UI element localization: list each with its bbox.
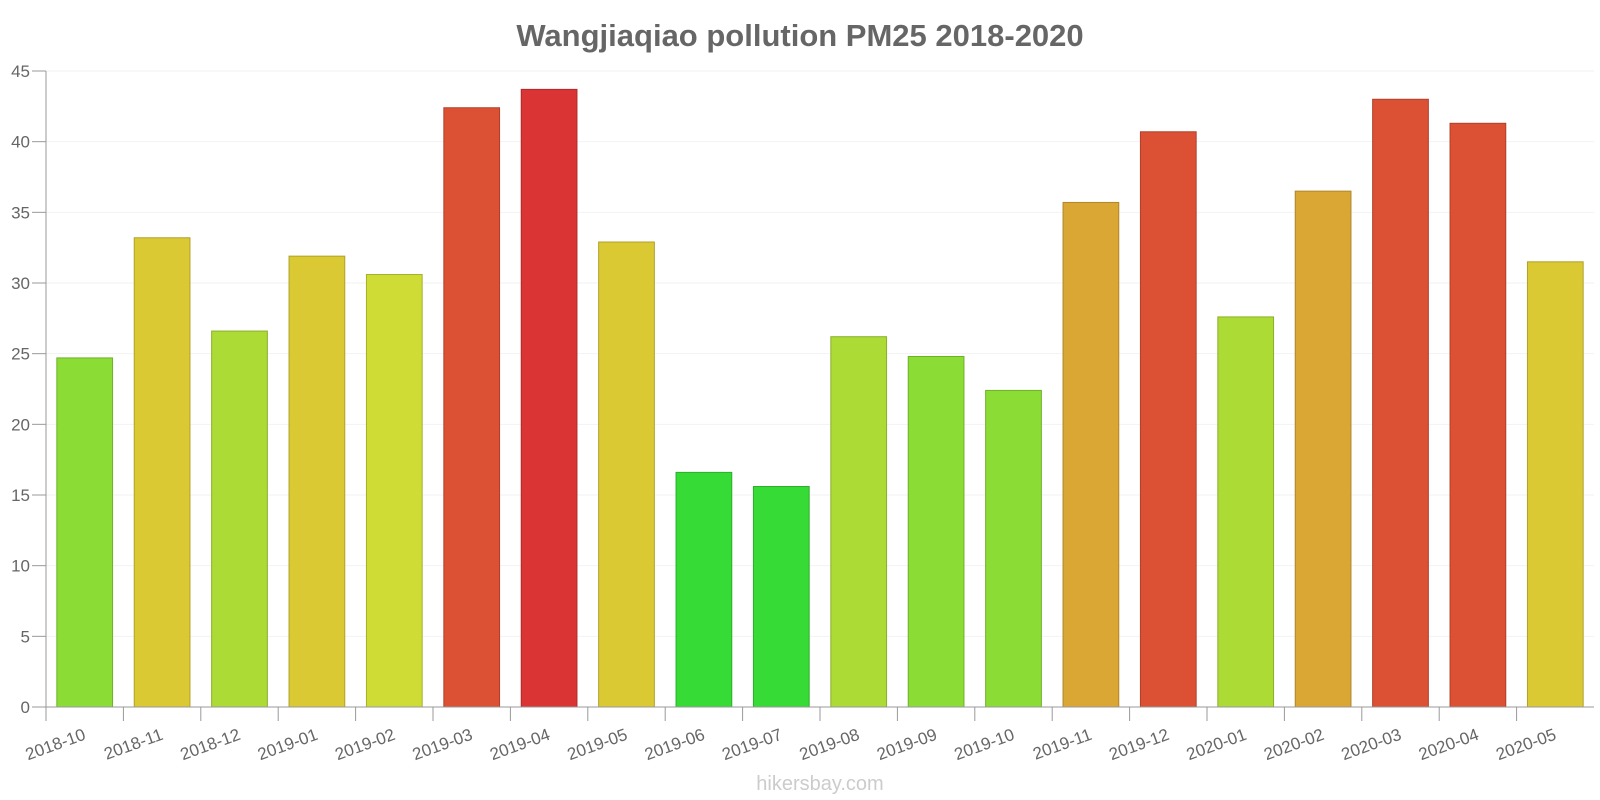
y-tick-label-10: 10 — [11, 557, 30, 576]
watermark: hikersbay.com — [756, 773, 883, 795]
bar-2019-09 — [907, 355, 965, 708]
y-axis-ticks: 0 5 10 15 20 25 30 35 40 45 — [11, 62, 46, 717]
y-tick-label-5: 5 — [21, 627, 30, 646]
y-tick-label-15: 15 — [11, 486, 30, 505]
x-tick-label-2019-02: 2019-02 — [333, 725, 398, 764]
gridlines — [46, 70, 1594, 637]
bar-2018-10 — [56, 357, 114, 708]
bar-2019-12 — [1139, 131, 1197, 708]
bar-2018-11 — [133, 237, 191, 708]
y-tick-label-20: 20 — [11, 415, 30, 434]
bar-2019-04 — [520, 88, 578, 708]
bar-2020-05 — [1526, 261, 1584, 708]
x-tick-label-2018-10: 2018-10 — [23, 725, 88, 764]
x-tick-label-2020-05: 2020-05 — [1494, 725, 1559, 764]
axes — [32, 71, 1594, 721]
y-tick-label-40: 40 — [11, 133, 30, 152]
x-tick-label-2019-11: 2019-11 — [1030, 725, 1094, 764]
x-tick-label-2019-09: 2019-09 — [874, 725, 939, 764]
y-tick-label-25: 25 — [11, 345, 30, 364]
chart-title: Wangjiaqiao pollution PM25 2018-2020 — [516, 18, 1083, 53]
x-tick-label-2019-01: 2019-01 — [255, 725, 320, 764]
bar-2019-07 — [752, 486, 810, 708]
bar-2019-06 — [675, 471, 733, 708]
bar-2020-01 — [1217, 316, 1275, 708]
x-axis-ticks: 2018-10 2018-11 2018-12 2019-01 2019-02 2019-… — [23, 707, 1559, 764]
y-tick-label-35: 35 — [11, 203, 30, 222]
x-tick-label-2020-01: 2020-01 — [1184, 725, 1249, 764]
y-tick-label-45: 45 — [11, 62, 30, 81]
bar-2019-05 — [598, 241, 655, 708]
bar-2018-12 — [211, 330, 268, 708]
y-tick-label-30: 30 — [11, 274, 30, 293]
x-tick-label-2019-04: 2019-04 — [487, 725, 552, 764]
x-tick-label-2018-12: 2018-12 — [178, 725, 243, 764]
bars — [56, 88, 1584, 708]
x-tick-label-2019-05: 2019-05 — [565, 725, 630, 764]
x-tick-label-2019-08: 2019-08 — [797, 725, 862, 764]
bar-2020-04 — [1449, 122, 1507, 708]
y-tick-label-0: 0 — [21, 698, 30, 717]
x-tick-label-2020-03: 2020-03 — [1339, 725, 1404, 764]
x-tick-label-2019-10: 2019-10 — [952, 725, 1017, 764]
bar-2019-01 — [288, 255, 346, 708]
bar-2019-02 — [365, 274, 423, 708]
x-tick-label-2019-03: 2019-03 — [410, 725, 475, 764]
bar-2019-11 — [1062, 201, 1120, 708]
bar-2020-03 — [1372, 98, 1429, 708]
x-tick-label-2020-04: 2020-04 — [1416, 725, 1481, 764]
x-tick-label-2019-12: 2019-12 — [1107, 725, 1172, 764]
bar-2019-03 — [443, 107, 501, 708]
x-tick-label-2018-11: 2018-11 — [102, 725, 166, 764]
bar-2019-08 — [830, 336, 888, 708]
x-tick-label-2020-02: 2020-02 — [1261, 725, 1326, 764]
bar-2019-10 — [985, 389, 1042, 708]
x-tick-label-2019-06: 2019-06 — [642, 725, 707, 764]
x-tick-label-2019-07: 2019-07 — [720, 725, 785, 764]
bar-2020-02 — [1294, 190, 1352, 708]
